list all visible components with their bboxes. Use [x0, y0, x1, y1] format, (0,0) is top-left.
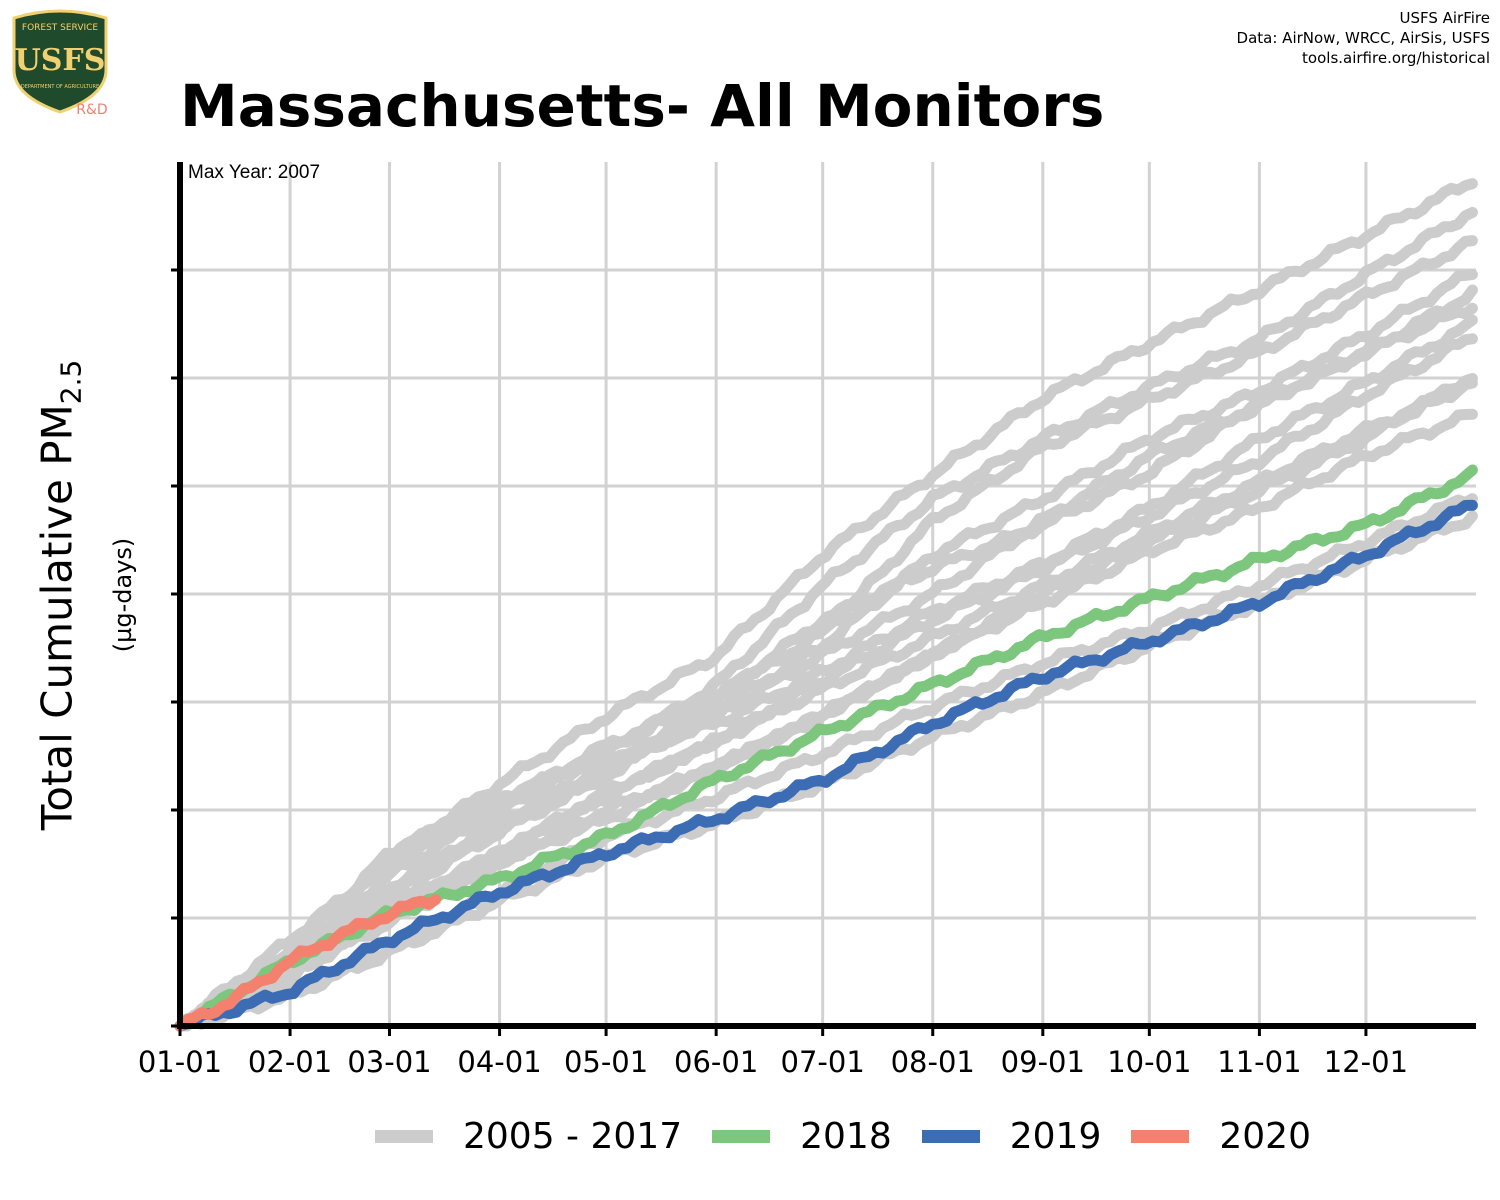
legend-swatch-historical [375, 1129, 433, 1143]
logo-bottom-text: DEPARTMENT OF AGRICULTURE [21, 84, 99, 90]
axes-layer: 01-01 02-01 03-01 04-01 05-01 06-01 07-01 08-01… [138, 162, 1476, 1079]
x-tick-label-0: 01-01 [138, 1045, 222, 1079]
legend: 2005 - 2017 2018 2019 2020 [375, 1112, 1341, 1160]
logo-top-text: FOREST SERVICE [22, 23, 99, 33]
legend-label-2019: 2019 [1009, 1115, 1102, 1157]
legend-swatch-2018 [712, 1129, 771, 1143]
credits-line-3: tools.airfire.org/historical [1302, 49, 1490, 67]
credits-line-2: Data: AirNow, WRCC, AirSis, USFS [1236, 29, 1490, 47]
chart-title: Massachusetts- All Monitors [180, 72, 1105, 140]
credits-line-1: USFS AirFire [1399, 9, 1490, 27]
x-tick-label-2: 03-01 [347, 1045, 431, 1079]
legend-swatch-2020 [1131, 1129, 1190, 1143]
credits-block: USFS AirFire Data: AirNow, WRCC, AirSis,… [1237, 8, 1490, 68]
shield-shape [12, 9, 108, 114]
legend-item-2020: 2020 [1131, 1116, 1311, 1157]
legend-label-2020: 2020 [1219, 1115, 1311, 1157]
x-tick-label-1: 02-01 [248, 1045, 332, 1079]
x-tick-label-6: 07-01 [781, 1045, 865, 1079]
x-tick-label-9: 10-01 [1107, 1045, 1191, 1079]
x-tick-label-11: 12-01 [1324, 1045, 1408, 1079]
usfs-logo: FOREST SERVICE USFS DEPARTMENT OF AGRICU… [12, 9, 108, 118]
logo-rd-text: R&D [76, 102, 107, 118]
x-tick-label-3: 04-01 [457, 1045, 541, 1079]
max-year-annotation: Max Year: 2007 [188, 162, 320, 183]
legend-item-2018: 2018 [712, 1116, 892, 1157]
legend-label-2018: 2018 [800, 1115, 892, 1157]
x-tick-label-10: 11-01 [1217, 1045, 1301, 1079]
x-tick-label-7: 08-01 [891, 1045, 975, 1079]
series-line-historical-6 [174, 314, 1478, 1032]
x-tick-label-4: 05-01 [564, 1045, 648, 1079]
x-tick-label-5: 06-01 [674, 1045, 758, 1079]
legend-item-2019: 2019 [921, 1115, 1102, 1157]
logo-letters: USFS [15, 43, 106, 78]
series-line-historical-5 [174, 284, 1478, 1032]
series-line-2020 [174, 894, 442, 1032]
legend-label-historical: 2005 - 2017 [463, 1115, 683, 1157]
series-line-historical-1 [174, 206, 1478, 1032]
legend-swatch-2019 [921, 1129, 980, 1143]
legend-item-historical: 2005 - 2017 [375, 1116, 682, 1157]
series-layer [174, 178, 1478, 1032]
x-tick-label-8: 09-01 [1001, 1045, 1085, 1079]
series-line-2019 [174, 499, 1478, 1032]
